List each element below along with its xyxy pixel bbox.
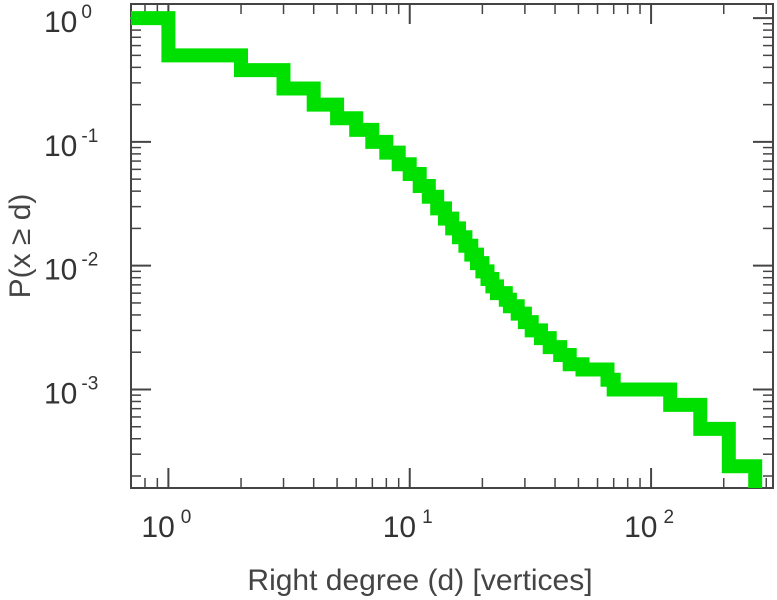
x-axis-label: Right degree (d) [vertices] bbox=[247, 564, 592, 597]
data-point bbox=[355, 128, 358, 131]
data-point bbox=[754, 465, 757, 468]
y-axis-label: P(x ≥ d) bbox=[4, 194, 37, 299]
data-point bbox=[481, 270, 484, 273]
data-point bbox=[606, 378, 609, 381]
data-point bbox=[371, 140, 374, 143]
data-point bbox=[699, 427, 702, 430]
data-point bbox=[470, 253, 473, 256]
data-point bbox=[130, 17, 132, 20]
tick-labels: 10 0 10 1 10 2 10 0 10 -1 10 -2 10 -3 bbox=[44, 2, 674, 544]
x-tick-label: 10 0 bbox=[141, 507, 191, 544]
data-point bbox=[167, 54, 170, 57]
data-point bbox=[476, 262, 478, 265]
data-point bbox=[581, 368, 584, 371]
minor-ticks bbox=[130, 4, 773, 488]
data-point bbox=[669, 403, 672, 406]
data-point bbox=[727, 465, 730, 468]
data-point bbox=[523, 321, 526, 324]
data-point bbox=[548, 346, 551, 349]
y-tick-label: 10 -3 bbox=[44, 373, 98, 410]
data-point bbox=[427, 195, 430, 198]
data-point bbox=[568, 363, 571, 366]
data-point bbox=[458, 236, 460, 239]
data-point bbox=[436, 207, 439, 210]
x-tick-label: 10 1 bbox=[383, 507, 433, 544]
data-point bbox=[491, 285, 494, 288]
data-point bbox=[504, 298, 507, 301]
plot-frame bbox=[130, 3, 774, 489]
y-tick-label: 10 -1 bbox=[44, 126, 98, 163]
data-point bbox=[612, 388, 615, 391]
data-point bbox=[486, 278, 489, 280]
major-ticks bbox=[131, 4, 773, 488]
data-point bbox=[559, 354, 562, 356]
data-point bbox=[508, 305, 511, 308]
y-tick-label: 10 -2 bbox=[44, 250, 98, 287]
data-point bbox=[451, 227, 454, 230]
data-point bbox=[282, 87, 285, 90]
y-tick-label: 10 0 bbox=[44, 2, 92, 39]
data-point bbox=[496, 292, 498, 295]
ccdf-step-line bbox=[131, 11, 763, 488]
data-point bbox=[540, 337, 542, 340]
data-point bbox=[464, 244, 467, 247]
x-tick-label: 10 2 bbox=[624, 507, 674, 544]
data-point bbox=[408, 173, 411, 175]
data-point bbox=[336, 117, 339, 120]
data-point bbox=[418, 185, 421, 187]
data-point bbox=[397, 163, 400, 166]
series-layer bbox=[130, 11, 763, 488]
data-point bbox=[444, 217, 446, 220]
data-point bbox=[530, 329, 533, 332]
data-point bbox=[312, 103, 315, 106]
data-point bbox=[385, 151, 388, 154]
data-point bbox=[516, 312, 519, 315]
data-point bbox=[240, 69, 242, 72]
